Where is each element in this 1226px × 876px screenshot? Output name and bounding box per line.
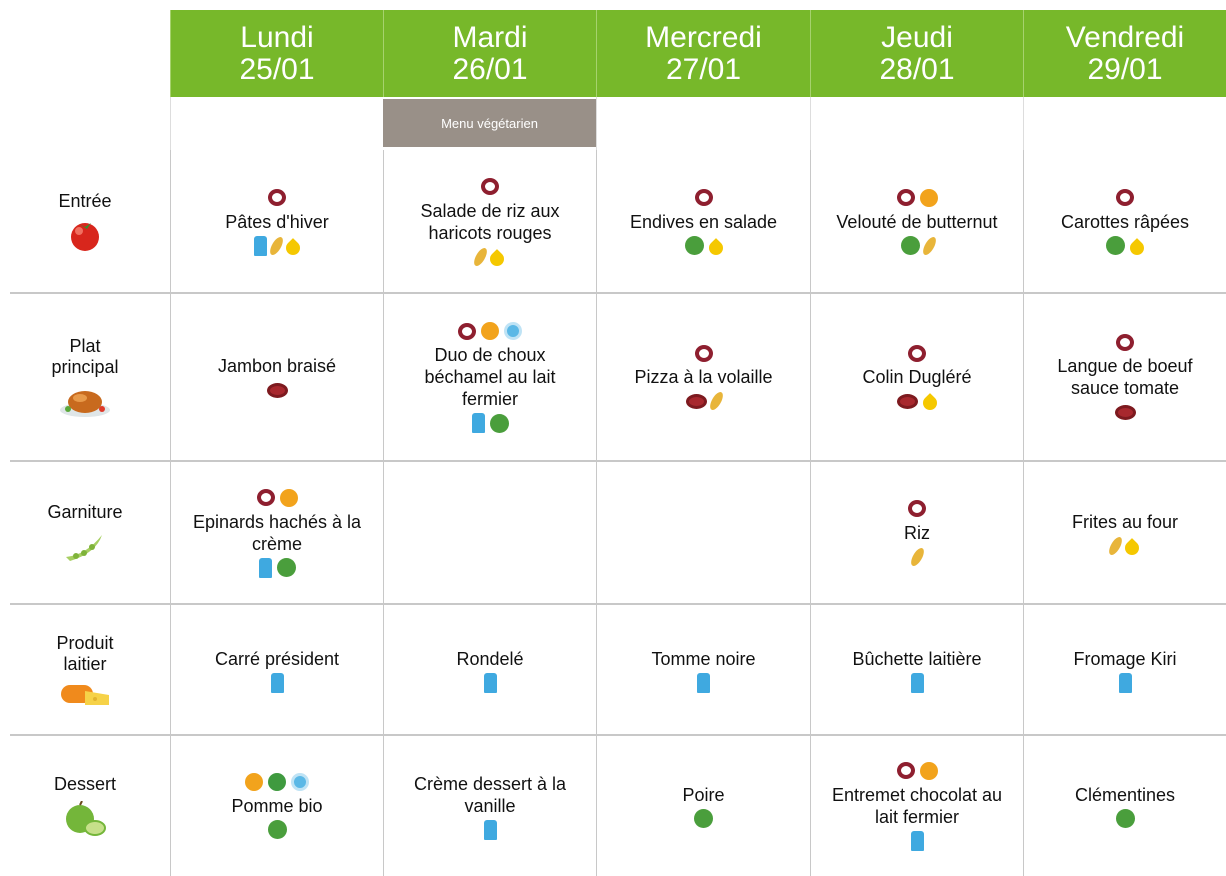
dish: Riz [904, 522, 930, 543]
dish-cell: Epinards hachés à la crème [170, 461, 383, 604]
dish: Poire [682, 784, 725, 805]
dish: Epinards hachés à la crème [192, 511, 362, 554]
vegetarian-note: Menu végétarien [383, 99, 596, 147]
dish-cell: Pomme bio [170, 735, 383, 876]
dish-cell: Fromage Kiri [1023, 604, 1226, 735]
dish-cell: Colin Dugléré [810, 293, 1023, 461]
day-name: Vendredi [1065, 20, 1185, 54]
dish: Pomme bio [231, 795, 323, 816]
dish: Jambon braisé [217, 356, 337, 376]
dish-cell: Poire [596, 735, 810, 876]
dish-cell: Velouté de butternut [810, 150, 1023, 293]
dish: Pizza à la volaille [634, 367, 773, 387]
dish-cell: Crème dessert à la vanille [383, 735, 596, 876]
row-separator [10, 603, 1226, 605]
dish-cell: Frites au four [1023, 461, 1226, 604]
day-header: Lundi 25/01 [170, 10, 383, 97]
sub-cell [170, 97, 383, 150]
sub-cell [1023, 97, 1226, 150]
dish: Tomme noire [651, 648, 756, 669]
day-date: 25/01 [239, 52, 315, 86]
day-name: Mardi [452, 20, 528, 54]
label-text: Dessert [53, 774, 116, 794]
dish: Pâtes d'hiver [225, 211, 329, 232]
label-text: Plat principal [51, 336, 119, 377]
dish-cell: Duo de choux béchamel au lait fermier [383, 293, 596, 461]
row-label: Produit laitier [0, 604, 170, 735]
dish: Fromage Kiri [1073, 648, 1177, 669]
day-header: Mercredi 27/01 [596, 10, 810, 97]
row-separator [10, 734, 1226, 736]
day-header: Mardi 26/01 [383, 10, 596, 97]
label-text: Entrée [58, 191, 112, 211]
cheese-icon [61, 684, 109, 705]
dish-cell: Carré président [170, 604, 383, 735]
empty-cell [383, 461, 596, 604]
label-text: Garniture [47, 502, 123, 522]
dish-cell: Pizza à la volaille [596, 293, 810, 461]
dish: Frites au four [1071, 511, 1179, 532]
row-label: Dessert [0, 735, 170, 876]
dish-cell: Salade de riz aux haricots rouges [383, 150, 596, 293]
dish-cell: Tomme noire [596, 604, 810, 735]
tomato-icon [71, 223, 99, 251]
day-name: Lundi [240, 20, 314, 54]
dish-cell: Riz [810, 461, 1023, 604]
day-header: Jeudi 28/01 [810, 10, 1023, 97]
dish-cell: Clémentines [1023, 735, 1226, 876]
day-date: 28/01 [879, 52, 955, 86]
dish: Langue de boeuf sauce tomate [1057, 356, 1193, 398]
day-date: 26/01 [452, 52, 528, 86]
dish: Velouté de butternut [836, 211, 998, 232]
dish: Carré président [214, 648, 340, 669]
sub-cell [596, 97, 810, 150]
day-name: Jeudi [881, 20, 953, 54]
dish: Carottes râpées [1060, 211, 1190, 232]
label-text: Produit laitier [56, 632, 114, 674]
day-header: Vendredi 29/01 [1023, 10, 1226, 97]
day-date: 27/01 [665, 52, 742, 86]
dish-cell: Carottes râpées [1023, 150, 1226, 293]
sub-cell [810, 97, 1023, 150]
chicken-icon [60, 391, 110, 417]
dish: Endives en salade [629, 211, 778, 232]
row-label: Plat principal [0, 293, 170, 461]
row-separator [10, 292, 1226, 294]
dish-cell: Entremet chocolat au lait fermier [810, 735, 1023, 876]
peas-icon [66, 535, 102, 561]
row-label: Entrée [0, 150, 170, 293]
dish: Salade de riz aux haricots rouges [420, 200, 560, 243]
dish: Clémentines [1074, 784, 1176, 805]
dish: Crème dessert à la vanille [413, 773, 567, 816]
dish-cell: Pâtes d'hiver [170, 150, 383, 293]
dish: Colin Dugléré [862, 367, 972, 387]
row-separator [10, 460, 1226, 462]
empty-cell [596, 461, 810, 604]
dish: Duo de choux béchamel au lait fermier [424, 345, 556, 409]
dish-cell: Jambon braisé [170, 293, 383, 461]
apple-icon [66, 801, 106, 836]
dish-cell: Rondelé [383, 604, 596, 735]
dish: Bûchette laitière [852, 648, 982, 669]
day-name: Mercredi [645, 20, 762, 54]
dish: Entremet chocolat au lait fermier [831, 784, 1003, 827]
row-label: Garniture [0, 461, 170, 604]
day-date: 29/01 [1087, 52, 1163, 86]
dish: Rondelé [456, 648, 524, 669]
dish-cell: Endives en salade [596, 150, 810, 293]
dish-cell: Bûchette laitière [810, 604, 1023, 735]
dish-cell: Langue de boeuf sauce tomate [1023, 293, 1226, 461]
